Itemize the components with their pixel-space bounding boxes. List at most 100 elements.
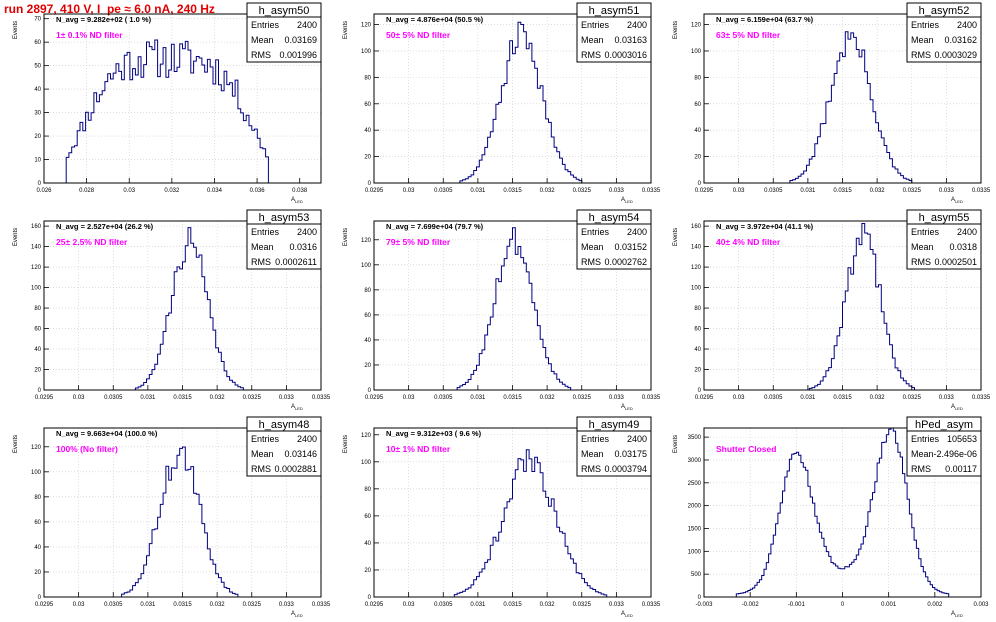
x-tick-label: 0.0335: [972, 188, 991, 194]
x-tick-label: 0.0335: [312, 395, 331, 401]
y-tick-label: 100: [691, 286, 702, 292]
y-tick-label: 1000: [688, 549, 702, 555]
x-tick-label: -0.002: [742, 602, 760, 608]
stats-label: Entries: [911, 227, 940, 237]
x-tick-label: 0.0335: [642, 602, 661, 608]
y-axis-label: Events: [673, 21, 679, 39]
filter-annotation: 50± 5% ND filter: [386, 30, 451, 40]
stats-value: 0.0003029: [934, 50, 977, 60]
plot-frame: [43, 13, 322, 184]
y-tick-label: 20: [694, 155, 701, 161]
stats-value: 105653: [947, 434, 977, 444]
y-tick-label: 0: [368, 181, 372, 187]
stats-label: Mean: [251, 35, 274, 45]
y-tick-label: 120: [361, 23, 372, 29]
x-tick-label: 0.03: [733, 188, 745, 194]
stats-title: h_asym48: [259, 419, 310, 431]
stats-title: h_asym52: [919, 5, 970, 17]
stats-box: [906, 209, 982, 270]
y-tick-label: 160: [691, 224, 702, 230]
y-axis-label: Events: [343, 435, 349, 453]
y-tick-label: 60: [364, 313, 371, 319]
y-tick-label: 40: [34, 87, 41, 93]
stats-value: 2400: [627, 434, 647, 444]
x-tick-label: 0.034: [207, 188, 223, 194]
stats-title: hPed_asym: [915, 419, 973, 431]
x-tick-label: 0.033: [279, 602, 295, 608]
y-tick-label: 40: [364, 128, 371, 134]
x-tick-label: 0.0295: [35, 602, 54, 608]
navg-annotation: N_avg = 9.663e+04 (100.0 %): [56, 429, 158, 438]
stats-label: RMS: [251, 464, 271, 474]
navg-annotation: N_avg = 6.159e+04 (63.7 %): [716, 15, 814, 24]
y-axis-label: Events: [673, 228, 679, 246]
x-tick-label: 0.031: [140, 602, 156, 608]
stats-value: 0.0003794: [604, 464, 647, 474]
x-tick-label: 0.033: [279, 395, 295, 401]
stats-value: 0.0318: [949, 242, 977, 252]
stats-box: [906, 2, 982, 63]
histogram-panel-hPed_asym: -0.003 -0.002 -0.001 0 0.001 0.002 0.003 0 500 10…: [673, 416, 989, 618]
stats-label: Entries: [251, 434, 280, 444]
x-tick-label: 0.0325: [903, 395, 922, 401]
filter-annotation: 40± 4% ND filter: [716, 237, 781, 247]
y-tick-label: 120: [691, 265, 702, 271]
stats-label: Mean: [581, 35, 604, 45]
x-axis-label: A: [951, 197, 955, 203]
x-tick-label: 0.031: [800, 395, 816, 401]
x-tick-label: 0.0335: [642, 395, 661, 401]
filter-annotation: Shutter Closed: [716, 444, 776, 454]
y-tick-label: 20: [694, 368, 701, 374]
stats-value: 0.0002501: [934, 257, 977, 267]
y-axis-label: Events: [673, 435, 679, 453]
stats-value: 0.03175: [614, 449, 647, 459]
stats-label: RMS: [911, 50, 931, 60]
stats-box: [576, 416, 652, 477]
y-tick-label: 100: [31, 286, 42, 292]
stats-value: 0.001996: [279, 50, 317, 60]
stats-label: RMS: [911, 257, 931, 267]
x-tick-label: 0.031: [140, 395, 156, 401]
y-tick-label: 60: [34, 40, 41, 46]
histogram-panel-h_asym51: 0.0295 0.03 0.0305 0.031 0.0315 0.032 0.0325 0.…: [343, 2, 661, 204]
x-tick-label: 0.0325: [573, 395, 592, 401]
y-axis-label: Events: [13, 228, 19, 246]
stats-box: [246, 416, 322, 477]
stats-value: 0.0002762: [604, 257, 647, 267]
x-tick-label: 0.031: [470, 602, 486, 608]
y-tick-label: 0: [368, 595, 372, 601]
y-tick-label: 0: [698, 595, 702, 601]
x-tick-label: -0.001: [788, 602, 806, 608]
filter-annotation: 79± 5% ND filter: [386, 237, 451, 247]
x-tick-label: 0.031: [470, 188, 486, 194]
stats-value: 2400: [297, 20, 317, 30]
stats-value: 0.03152: [614, 242, 647, 252]
histogram-panel-h_asym55: 0.0295 0.03 0.0305 0.031 0.0315 0.032 0.0325 0.…: [673, 209, 991, 411]
stats-label: Mean: [251, 449, 274, 459]
y-tick-label: 0: [38, 181, 42, 187]
y-tick-label: 20: [34, 368, 41, 374]
navg-annotation: N_avg = 2.527e+04 (26.2 %): [56, 222, 154, 231]
y-tick-label: 20: [364, 363, 371, 369]
x-tick-label: 0.0295: [695, 188, 714, 194]
x-axis-label-subscript: LED: [625, 613, 633, 618]
histogram-panel-h_asym54: 0.0295 0.03 0.0305 0.031 0.0315 0.032 0.0325 0.…: [343, 209, 661, 411]
x-tick-label: 0.038: [292, 188, 308, 194]
stats-box: [246, 2, 322, 63]
stats-value: 0.00117: [945, 464, 977, 474]
x-tick-label: 0.032: [540, 395, 556, 401]
stats-label: Entries: [251, 227, 280, 237]
stats-title: h_asym54: [589, 212, 640, 224]
histogram-panel-h_asym53: 0.0295 0.03 0.0305 0.031 0.0315 0.032 0.0325 0.…: [13, 209, 331, 411]
x-tick-label: 0.0295: [695, 395, 714, 401]
y-tick-label: 30: [34, 111, 41, 117]
navg-annotation: N_avg = 4.876e+04 (50.5 %): [386, 15, 484, 24]
navg-annotation: N_avg = 7.699e+04 (79.7 %): [386, 222, 484, 231]
y-axis-label: Events: [13, 435, 19, 453]
x-tick-label: 0.036: [250, 188, 266, 194]
y-tick-label: 60: [694, 102, 701, 108]
x-tick-label: 0.03: [73, 602, 85, 608]
x-tick-label: 0.0305: [434, 602, 453, 608]
x-axis-label-subscript: LED: [955, 199, 963, 204]
